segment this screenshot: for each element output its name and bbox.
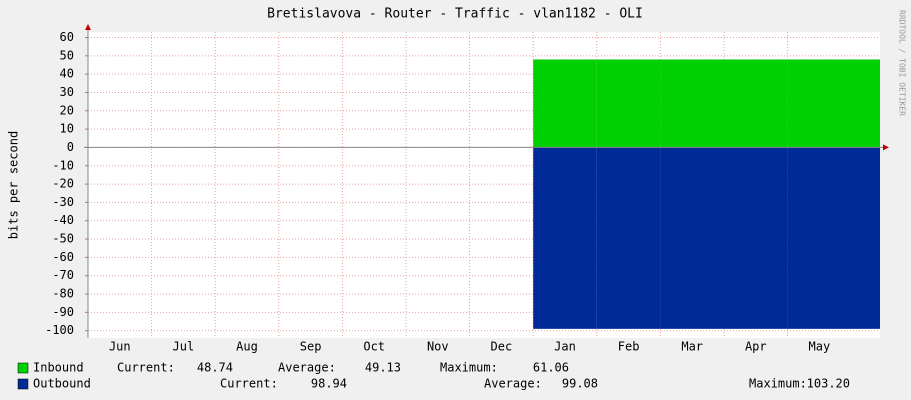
- y-tick-label: -90: [52, 305, 74, 319]
- legend-swatch: [17, 378, 29, 390]
- legend-stat-label: Current:: [117, 361, 175, 375]
- y-tick-label: 50: [60, 48, 74, 62]
- x-tick-label: Feb: [618, 340, 640, 354]
- x-tick-label: Aug: [236, 340, 258, 354]
- x-tick-label: May: [809, 340, 831, 354]
- legend-swatch: [17, 362, 29, 374]
- x-tick-label: Mar: [681, 340, 703, 354]
- legend-stat-label: Current:: [220, 377, 278, 391]
- area-segment: [533, 59, 597, 148]
- area-segment: [596, 59, 661, 148]
- y-tick-label: -80: [52, 287, 74, 301]
- legend-stat-label: Maximum:: [749, 377, 807, 391]
- legend-stat-value: 99.08: [562, 377, 598, 391]
- area-segment: [596, 147, 661, 329]
- watermark: RRDTOOL / TOBI OETIKER: [898, 10, 907, 116]
- legend-stat-value: 61.06: [533, 361, 569, 375]
- x-tick-label: Sep: [300, 340, 322, 354]
- y-tick-label: 0: [67, 140, 74, 154]
- area-segment: [787, 147, 880, 329]
- legend-stat-label: Average:: [278, 361, 336, 375]
- legend-stat-value: 103.20: [807, 377, 850, 391]
- x-axis-arrow: [883, 144, 889, 151]
- legend-label: Inbound: [33, 361, 84, 375]
- legend-stat-value: 49.13: [365, 361, 401, 375]
- x-tick-label: Jan: [554, 340, 576, 354]
- area-segment: [660, 59, 724, 148]
- y-tick-label: 10: [60, 122, 74, 136]
- y-tick-label: -30: [52, 195, 74, 209]
- y-tick-label: 30: [60, 85, 74, 99]
- x-tick-label: Jun: [109, 340, 131, 354]
- area-segment: [660, 147, 724, 329]
- y-tick-label: -100: [45, 323, 74, 337]
- x-tick-label: Nov: [427, 340, 449, 354]
- area-segment: [533, 147, 597, 329]
- area-segment: [724, 147, 788, 329]
- area-segment: [787, 59, 880, 148]
- legend-stat-label: Maximum:: [440, 361, 498, 375]
- chart-title: Bretislavova - Router - Traffic - vlan11…: [267, 7, 643, 22]
- legend-stat-value: 98.94: [311, 377, 347, 391]
- y-tick-label: -40: [52, 213, 74, 227]
- area-segment: [724, 59, 788, 148]
- y-tick-label: -20: [52, 177, 74, 191]
- legend-stat-label: Average:: [484, 377, 542, 391]
- y-tick-label: -60: [52, 250, 74, 264]
- y-axis-arrow: [85, 24, 91, 30]
- y-tick-label: -70: [52, 268, 74, 282]
- legend-stat-value: 48.74: [197, 361, 233, 375]
- y-tick-label: -10: [52, 158, 74, 172]
- x-tick-label: Dec: [491, 340, 513, 354]
- x-tick-label: Jul: [173, 340, 195, 354]
- x-tick-label: Oct: [363, 340, 385, 354]
- x-tick-label: Apr: [745, 340, 767, 354]
- y-tick-label: 40: [60, 67, 74, 81]
- y-axis-label: bits per second: [7, 131, 21, 239]
- legend-label: Outbound: [33, 377, 91, 391]
- y-tick-label: -50: [52, 232, 74, 246]
- y-tick-label: 60: [60, 30, 74, 44]
- y-tick-label: 20: [60, 103, 74, 117]
